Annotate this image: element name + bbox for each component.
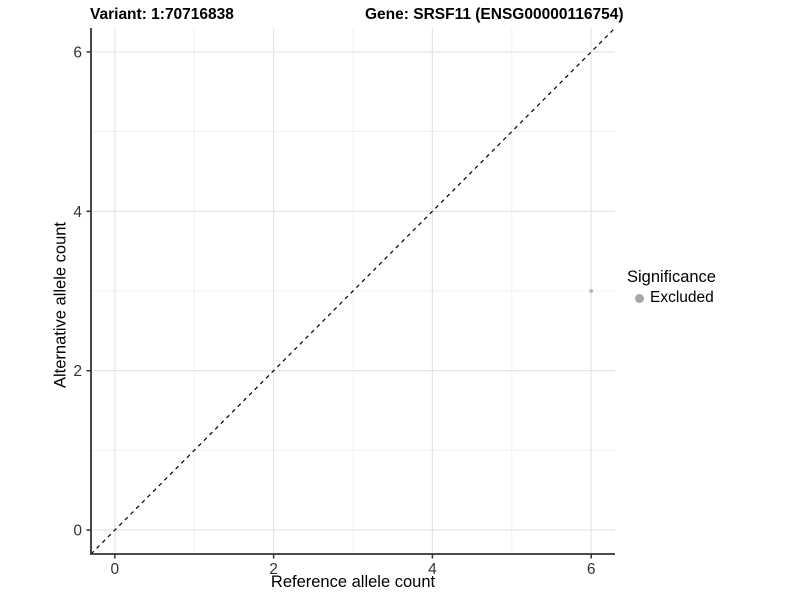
legend-entry-label: Excluded (650, 289, 714, 306)
gene-title: Gene: SRSF11 (ENSG00000116754) (365, 6, 624, 23)
legend-title: Significance (627, 268, 716, 286)
x-axis-title: Reference allele count (270, 573, 436, 591)
legend: Significance Excluded (627, 268, 716, 307)
variant-title: Variant: 1:70716838 (90, 6, 234, 23)
y-tick-label: 4 (73, 204, 82, 221)
y-tick-label: 0 (73, 523, 82, 540)
x-tick-label: 6 (587, 561, 596, 578)
legend-entry-excluded: Excluded (635, 289, 716, 307)
x-tick-label: 0 (111, 561, 120, 578)
identity-dashed-line (90, 27, 616, 555)
x-tick-label: 2 (269, 561, 278, 578)
y-axis-title-text: Alternative allele count (51, 221, 70, 389)
excluded-point-icon (635, 293, 644, 303)
data-point (589, 289, 594, 293)
x-tick-label: 4 (428, 561, 437, 578)
y-tick-label: 2 (73, 363, 82, 380)
y-tick-label: 6 (73, 44, 82, 61)
